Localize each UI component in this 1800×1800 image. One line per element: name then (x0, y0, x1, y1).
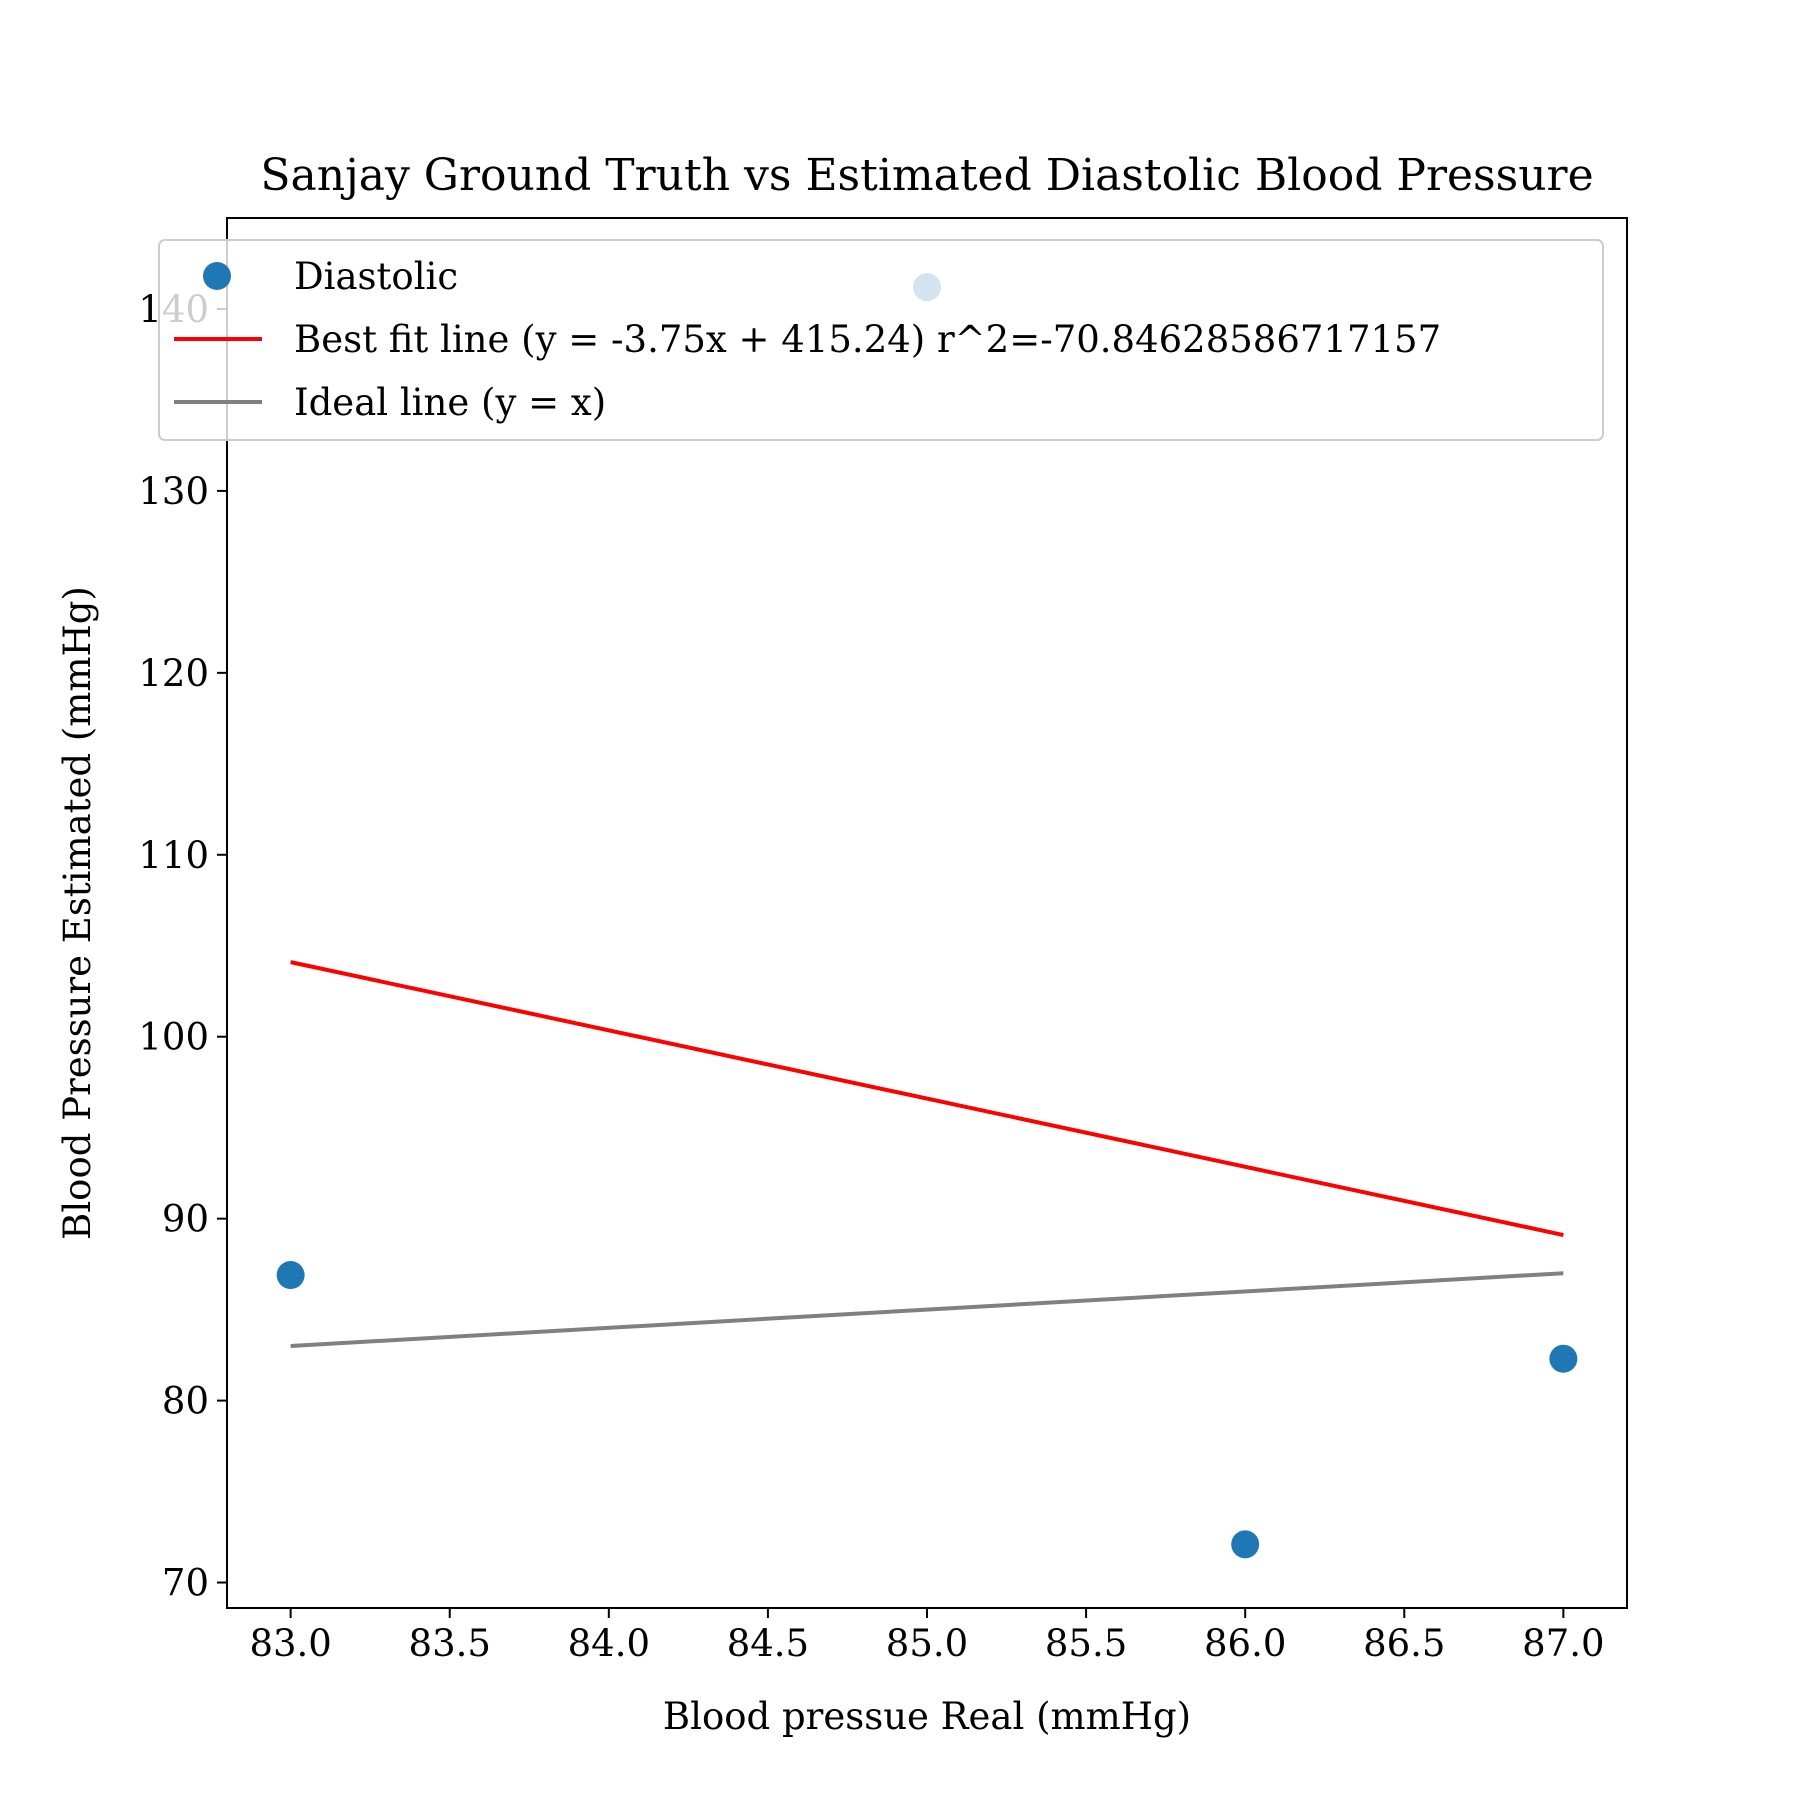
chart-title: Sanjay Ground Truth vs Estimated Diastol… (260, 150, 1593, 201)
x-tick-label: 83.0 (249, 1622, 331, 1665)
x-tick-label: 86.0 (1204, 1622, 1286, 1665)
data-point (1549, 1344, 1578, 1373)
x-tick-label: 85.5 (1045, 1622, 1127, 1665)
best-fit-line (290, 960, 1564, 1237)
x-tick-label: 83.5 (409, 1622, 491, 1665)
y-tick-label: 90 (162, 1198, 209, 1241)
x-tick-label: 84.0 (568, 1622, 650, 1665)
y-tick-label: 120 (138, 652, 209, 695)
legend-label: Diastolic (294, 255, 458, 298)
legend-marker (203, 262, 231, 290)
plot-area (226, 217, 1628, 1609)
legend: Diastolic Best fit line (y = -3.75x + 415… (158, 239, 1604, 441)
x-axis: 83.0 83.5 84.0 84.5 85.0 85.5 86.0 86.5 87.0 (249, 1608, 1605, 1665)
ideal-line (290, 1271, 1564, 1349)
y-tick-label: 100 (138, 1016, 209, 1059)
legend-box (158, 239, 1604, 441)
y-tick-label: 80 (162, 1380, 209, 1423)
x-tick-label: 84.5 (727, 1622, 809, 1665)
data-point (276, 1261, 305, 1290)
x-tick-label: 86.5 (1363, 1622, 1445, 1665)
x-tick-label: 85.0 (886, 1622, 968, 1665)
y-axis-label: Blood Pressure Estimated (mmHg) (56, 586, 99, 1240)
legend-items: Diastolic Best fit line (y = -3.75x + 415… (174, 255, 1441, 424)
legend-label: Ideal line (y = x) (294, 381, 606, 424)
plot-background (227, 218, 1627, 1608)
data-point (1231, 1530, 1260, 1559)
x-axis-label: Blood pressue Real (mmHg) (663, 1695, 1191, 1738)
legend-label: Best fit line (y = -3.75x + 415.24) r^2=… (294, 318, 1441, 361)
y-tick-label: 130 (138, 470, 209, 513)
y-tick-label: 110 (138, 834, 209, 877)
y-tick-label: 70 (162, 1562, 209, 1605)
x-tick-label: 87.0 (1522, 1622, 1604, 1665)
